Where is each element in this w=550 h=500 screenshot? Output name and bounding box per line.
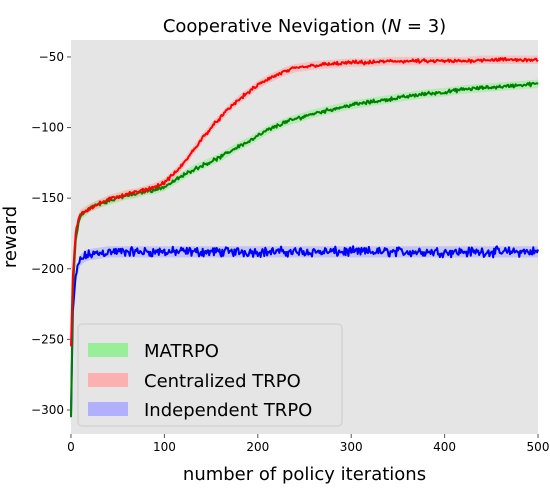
legend-label-independent-trpo: Independent TRPO (144, 400, 312, 421)
y-tick-label: −150 (31, 191, 64, 205)
series-line-independent-trpo (70, 245, 539, 418)
x-tick-label: 400 (433, 440, 456, 454)
y-tick-label: −200 (31, 262, 64, 276)
x-tick-label: 100 (153, 440, 176, 454)
legend: MATRPO Centralized TRPO Independent TRPO (77, 323, 343, 427)
x-tick-label: 0 (67, 440, 75, 454)
chart-title-suffix: = 3) (401, 16, 446, 37)
x-tick-label: 500 (527, 440, 550, 454)
y-tick-label: −300 (31, 403, 64, 417)
x-axis-label: number of policy iterations (183, 464, 426, 485)
legend-label-centralized-trpo: Centralized TRPO (144, 371, 301, 392)
y-axis-label: reward (0, 206, 21, 268)
legend-entry-matrpo: MATRPO (88, 341, 219, 362)
x-tick-label: 300 (340, 440, 363, 454)
y-axis: −300 −250 −200 −150 −100 −50 (31, 50, 71, 417)
chart-title-prefix: Cooperative Nevigation ( (163, 16, 388, 37)
legend-swatch-independent-trpo (88, 402, 128, 416)
x-tick-label: 200 (246, 440, 269, 454)
y-tick-label: −250 (31, 332, 64, 346)
legend-frame (77, 323, 343, 427)
chart-title-variable: N (388, 16, 401, 37)
legend-swatch-centralized-trpo (88, 373, 128, 387)
chart-title: Cooperative Nevigation (N = 3) (163, 16, 446, 37)
series-line-centralized-trpo (70, 57, 539, 347)
series-lines (70, 57, 539, 418)
y-tick-label: −100 (31, 121, 64, 135)
legend-swatch-matrpo (88, 343, 128, 357)
legend-label-matrpo: MATRPO (144, 341, 219, 362)
legend-entry-centralized-trpo: Centralized TRPO (88, 371, 301, 392)
y-tick-label: −50 (39, 50, 64, 64)
x-axis: 0 100 200 300 400 500 (67, 434, 549, 454)
legend-entry-independent-trpo: Independent TRPO (88, 400, 312, 421)
